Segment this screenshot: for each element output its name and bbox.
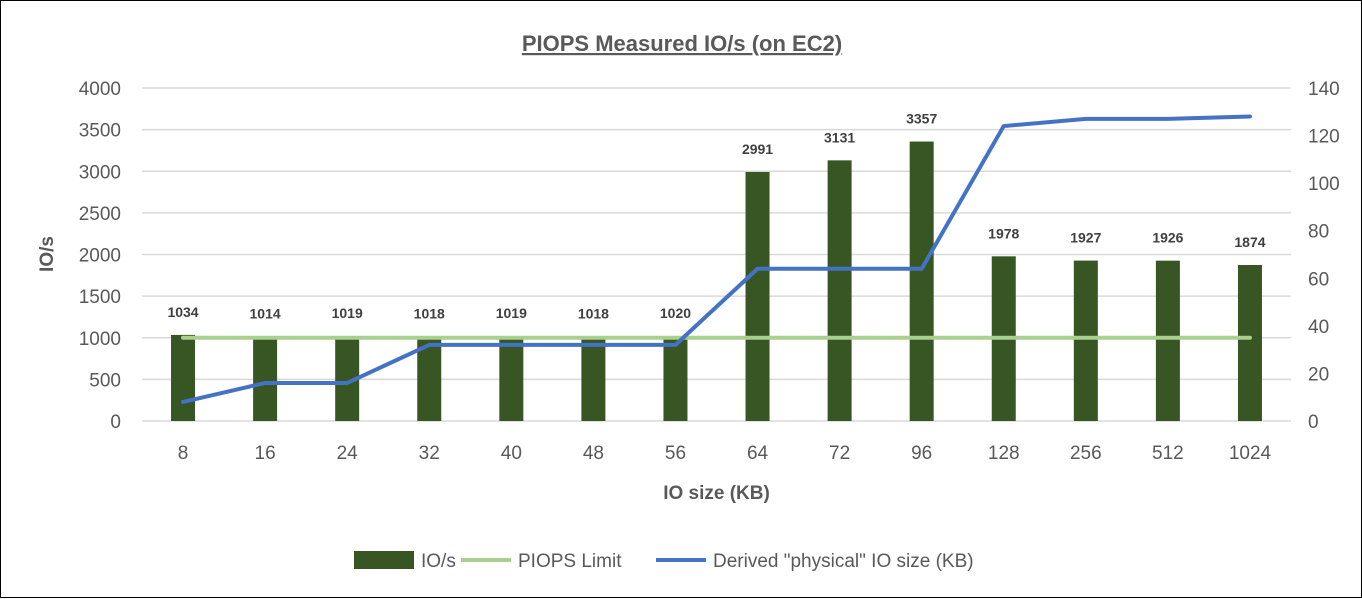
y-tick-label: 4000 <box>79 79 121 100</box>
y-tick-label: 1000 <box>79 329 121 350</box>
data-label: 1927 <box>1070 230 1101 246</box>
data-label: 3131 <box>824 129 855 145</box>
y2-tick-label: 40 <box>1308 317 1329 338</box>
legend-label: IO/s <box>421 551 456 572</box>
data-label: 1020 <box>660 305 691 321</box>
x-tick-label: 40 <box>501 443 522 464</box>
data-label: 1018 <box>578 305 609 321</box>
data-label: 1034 <box>167 304 198 320</box>
y2-tick-label: 100 <box>1308 174 1340 195</box>
x-tick-label: 72 <box>829 443 850 464</box>
bar-56 <box>663 336 687 421</box>
x-tick-label: 128 <box>988 443 1020 464</box>
bar-64 <box>746 172 770 421</box>
y-tick-label: 3000 <box>79 162 121 183</box>
x-tick-label: 512 <box>1152 443 1184 464</box>
y2-tick-label: 140 <box>1308 79 1340 100</box>
y-tick-label: 500 <box>89 370 121 391</box>
bar-256 <box>1074 261 1098 421</box>
chart-title: PIOPS Measured IO/s (on EC2) <box>522 31 842 56</box>
y2-tick-label: 80 <box>1308 222 1329 243</box>
x-tick-label: 48 <box>583 443 604 464</box>
y2-tick-label: 60 <box>1308 269 1329 290</box>
x-tick-label: 256 <box>1070 443 1102 464</box>
x-tick-label: 64 <box>747 443 769 464</box>
y2-tick-label: 20 <box>1308 364 1329 385</box>
y-tick-label: 2000 <box>79 246 121 267</box>
y-tick-label: 0 <box>110 412 121 433</box>
y-tick-label: 2500 <box>79 204 121 225</box>
legend-swatch-ios <box>354 551 414 569</box>
x-tick-label: 56 <box>665 443 686 464</box>
data-label: 1926 <box>1152 230 1183 246</box>
data-label: 1018 <box>414 305 445 321</box>
data-label: 1874 <box>1234 234 1265 250</box>
data-label: 1978 <box>988 225 1019 241</box>
bar-40 <box>499 336 523 421</box>
bar-1024 <box>1238 265 1262 421</box>
y-axis-label: IO/s <box>37 236 58 272</box>
x-tick-label: 16 <box>255 443 276 464</box>
y2-tick-label: 120 <box>1308 127 1340 148</box>
data-label: 1019 <box>332 305 363 321</box>
x-axis-label: IO size (KB) <box>663 483 770 504</box>
data-label: 3357 <box>906 111 937 127</box>
x-tick-label: 24 <box>337 443 359 464</box>
bar-16 <box>253 337 277 421</box>
x-tick-label: 1024 <box>1229 443 1272 464</box>
x-tick-label: 96 <box>911 443 932 464</box>
x-tick-label: 32 <box>419 443 440 464</box>
legend-label: PIOPS Limit <box>518 551 622 572</box>
bar-512 <box>1156 261 1180 421</box>
x-tick-label: 8 <box>178 443 189 464</box>
bar-48 <box>581 336 605 421</box>
bar-72 <box>828 160 852 421</box>
bar-96 <box>910 142 934 421</box>
data-label: 1014 <box>250 306 281 322</box>
data-label: 1019 <box>496 305 527 321</box>
legend-label: Derived "physical" IO size (KB) <box>713 551 974 572</box>
bar-8 <box>171 335 195 421</box>
data-label: 2991 <box>742 141 773 157</box>
y-tick-label: 3500 <box>79 121 121 142</box>
y-tick-label: 1500 <box>79 287 121 308</box>
y2-tick-label: 0 <box>1308 412 1319 433</box>
